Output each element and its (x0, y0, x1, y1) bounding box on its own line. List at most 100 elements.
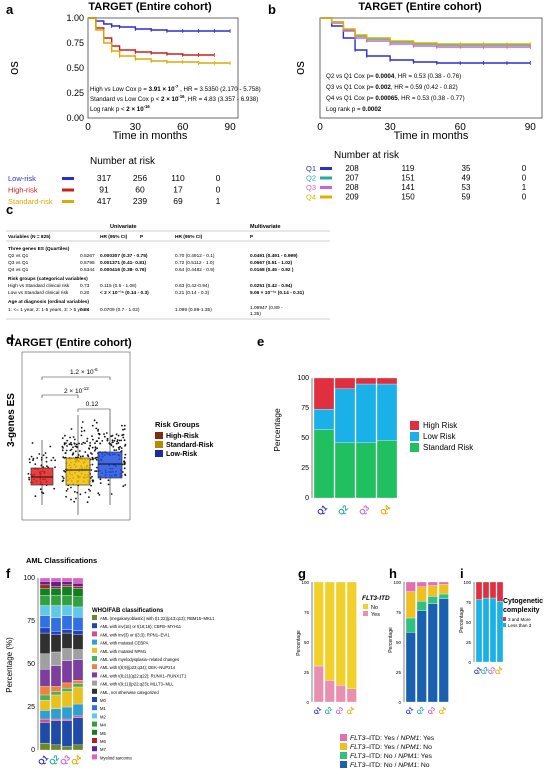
panel-f-legend-label: AML (megakaryoblastic) with t(1;22)(p13;… (100, 616, 215, 621)
panel-d-point (61, 449, 64, 452)
panel-d-point (30, 455, 33, 458)
panel-f-bar-segment (61, 746, 73, 751)
panel-d-sig-std-low: 0.12 (86, 401, 99, 408)
panel-h-legend-gene: NPM1 (401, 744, 420, 751)
panel-b-risk-count: 209 (345, 193, 359, 202)
table-cell-uni-hr: 0.000416 (0.38- 0.76) (100, 267, 147, 273)
panel-h-legend-label: FLT3–ITD: Yes / NPM1: Yes (350, 735, 435, 742)
panel-g-legend-label: Yes (371, 612, 380, 618)
panel-b: b TARGET (Entire cohort) os 0 30 60 90 Time… (268, 1, 543, 202)
panel-f-bar-segment (72, 717, 84, 746)
panel-b-risk-count: 1 (522, 183, 527, 192)
table-cell-uni-a: 0.5795 (80, 260, 95, 266)
panel-f-ytick: 75 (27, 618, 35, 625)
panel-b-risk-swatch (320, 186, 332, 189)
panel-d-point (65, 449, 68, 452)
panel-d-point (120, 439, 123, 442)
panel-f-legend-label: AML with t(8;21)(q22;q22); RUNX1−RUNX1T1 (100, 673, 187, 678)
km-curve-standard-risk (88, 17, 231, 64)
panel-a-risk-title: Number at risk (90, 156, 156, 167)
table-cell-multi-p: 0.0168 (0.45 - 0.92 ) (250, 267, 294, 273)
panel-d-point (111, 439, 114, 442)
panel-d-point (124, 443, 127, 446)
panel-f-bar-segment (61, 720, 73, 747)
panel-h-legend-swatch (340, 743, 347, 750)
panel-d-point (79, 455, 82, 458)
panel-d-point (118, 448, 120, 451)
panel-b-risk-count: 207 (345, 174, 359, 183)
panel-d-point (96, 447, 98, 450)
panel-d-point (42, 466, 45, 469)
panel-h-bar-segment (405, 617, 416, 633)
table-section-risk: Risk groups (categorical variables) (8, 276, 88, 282)
panel-f-bar-segment (50, 595, 62, 606)
panel-b-risk-label: Q2 (306, 174, 316, 183)
panel-d-point (70, 441, 72, 444)
panel-d-legend-label: High-Risk (166, 433, 199, 440)
panel-f-ytick: 50 (27, 661, 35, 668)
panel-d-point (66, 445, 68, 447)
table-age-p2a: 1.09947 (0.89 - (250, 305, 283, 311)
panel-d-point (69, 443, 71, 446)
panel-e-legend-label: High Risk (423, 421, 458, 430)
panel-d-point (65, 490, 68, 492)
panel-d-plot-frame (21, 351, 131, 521)
table-head-univariate: Univariate (110, 224, 137, 230)
panel-f-legend-label: M0 (100, 698, 106, 703)
panel-b-xtick: 0 (317, 122, 323, 133)
panel-d-point (88, 447, 90, 450)
table-cell-multi-hr: 0.64 (0.4482 - 0.9) (175, 267, 215, 273)
panel-g-axis: 0 25 50 75 100 Q1 Q2 Q3 Q4 (301, 580, 356, 716)
panel-f-bar-segment (61, 648, 73, 661)
panel-e-ytick: 0 (305, 495, 309, 502)
panel-h-legend-part: –ITD: Yes / (365, 735, 400, 742)
panel-d-point (31, 442, 34, 444)
panel-f-bar-segment (39, 710, 51, 720)
panel-e-ylabel: Percentage (272, 408, 282, 452)
panel-d-point (95, 470, 98, 472)
panel-d-point (91, 475, 93, 478)
panel-d-ylabel: 3-genes ES (6, 393, 17, 447)
panel-i-bar-segment (475, 599, 483, 663)
panel-h-legend-label: FLT3–ITD: Yes / NPM1: No (350, 744, 432, 751)
panel-f-bar-segment (50, 581, 62, 587)
table-age-p2b: 1.35) (250, 311, 261, 317)
panel-g-bar-segment (324, 680, 335, 703)
panel-i-bar-segment (489, 597, 497, 663)
panel-d-point (40, 459, 43, 461)
panel-b-risk-count: 119 (402, 164, 415, 173)
panel-d-point (123, 463, 126, 466)
panel-a-risk-count: 110 (171, 173, 185, 183)
panel-d-point (63, 442, 66, 445)
panel-d-point (50, 459, 53, 462)
panel-h-bar-segment (405, 581, 416, 592)
panel-f-bar-segment (61, 615, 73, 630)
panel-d-point (106, 437, 109, 440)
panel-d-title: TARGET (Entire cohort) (8, 337, 132, 349)
panel-f-legend-swatch (92, 729, 97, 735)
table-cell-uni-a: 0.20 (80, 290, 90, 296)
panel-f-bar-segment (72, 649, 84, 660)
panel-d-point (75, 497, 77, 500)
panel-h-legend-part: –ITD: Yes / (365, 744, 400, 751)
panel-f-legend-swatch (92, 738, 97, 743)
panel-d-point (97, 428, 99, 431)
panel-f-legend-swatch (92, 754, 97, 760)
panel-f-bar-segment (50, 718, 62, 721)
panel-b-risk-count: 59 (462, 193, 471, 202)
panel-d-point (72, 436, 75, 438)
panel-f-bar-segment (72, 683, 84, 688)
panel-a-risk-swatch (62, 177, 74, 180)
panel-f-legend-label: AML with t(6;9)(p23;q34); DEK−NUP214 (100, 665, 176, 670)
panel-d-boxes (27, 412, 127, 515)
table-cell-uni-hr: 0.000307 (0.37 - 0.75) (100, 253, 148, 259)
panel-d-point (74, 445, 77, 448)
panel-d-point (80, 434, 83, 437)
panel-g-bar-segment (346, 581, 357, 689)
table-cell-variable: Q4 vs Q1 (8, 267, 29, 273)
panel-a-letter: a (6, 2, 14, 17)
panel-a-yticks: 0.00 0.25 0.50 0.75 1.00 (66, 13, 84, 123)
panel-f-legend-label: AML with mutated NPM1 (100, 649, 147, 654)
table-col-hr2: HR (95% CI) (175, 234, 203, 240)
